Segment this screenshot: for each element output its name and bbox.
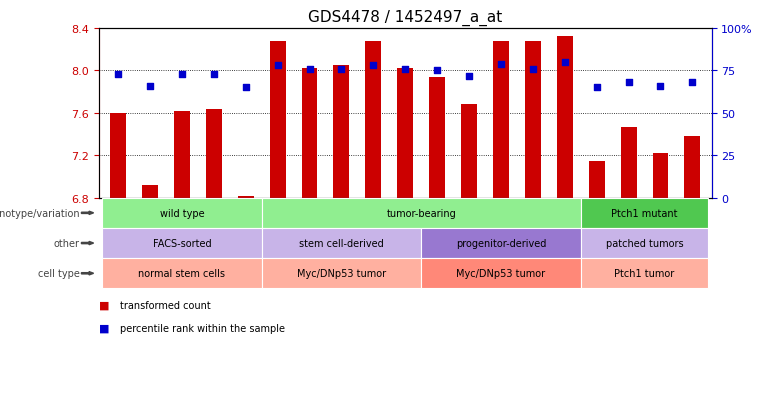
Point — [144, 83, 156, 90]
Text: other: other — [54, 238, 80, 249]
Point — [272, 63, 284, 69]
Point — [336, 66, 348, 73]
Text: Ptch1 mutant: Ptch1 mutant — [611, 208, 678, 218]
Point — [622, 80, 635, 86]
Bar — [684, 137, 700, 198]
Bar — [269, 42, 285, 198]
Point — [527, 66, 539, 73]
Bar — [365, 42, 381, 198]
Text: ■: ■ — [99, 323, 110, 333]
Bar — [397, 69, 413, 198]
Text: percentile rank within the sample: percentile rank within the sample — [120, 323, 285, 333]
Point — [208, 71, 220, 78]
Point — [686, 80, 699, 86]
Text: transformed count: transformed count — [120, 300, 211, 310]
Bar — [174, 112, 189, 198]
Point — [112, 71, 124, 78]
Text: Myc/DNp53 tumor: Myc/DNp53 tumor — [297, 268, 386, 279]
Point — [176, 71, 188, 78]
Text: Myc/DNp53 tumor: Myc/DNp53 tumor — [457, 268, 546, 279]
Point — [304, 66, 316, 73]
Text: cell type: cell type — [38, 268, 80, 279]
Bar — [237, 196, 253, 198]
Point — [495, 61, 507, 68]
Bar — [525, 42, 541, 198]
Text: normal stem cells: normal stem cells — [139, 268, 225, 279]
Bar — [652, 154, 668, 198]
Point — [431, 68, 443, 74]
Text: stem cell-derived: stem cell-derived — [299, 238, 384, 249]
Text: tumor-bearing: tumor-bearing — [387, 208, 456, 218]
Bar — [142, 185, 158, 198]
Text: ■: ■ — [99, 300, 110, 310]
Text: wild type: wild type — [160, 208, 204, 218]
Bar — [461, 105, 477, 198]
Bar — [301, 69, 317, 198]
Text: FACS-sorted: FACS-sorted — [152, 238, 212, 249]
Text: patched tumors: patched tumors — [606, 238, 683, 249]
Point — [559, 59, 571, 66]
Point — [463, 73, 475, 80]
Point — [591, 85, 603, 91]
Bar — [589, 161, 605, 198]
Bar — [429, 78, 445, 198]
Bar — [333, 66, 349, 198]
Point — [240, 85, 252, 91]
Point — [654, 83, 667, 90]
Text: Ptch1 tumor: Ptch1 tumor — [614, 268, 675, 279]
Bar — [205, 109, 221, 198]
Text: genotype/variation: genotype/variation — [0, 208, 80, 218]
Title: GDS4478 / 1452497_a_at: GDS4478 / 1452497_a_at — [308, 10, 502, 26]
Bar — [493, 42, 509, 198]
Bar — [557, 37, 573, 198]
Text: progenitor-derived: progenitor-derived — [456, 238, 546, 249]
Point — [400, 66, 412, 73]
Point — [368, 63, 380, 69]
Bar — [621, 127, 636, 198]
Bar — [110, 114, 126, 198]
